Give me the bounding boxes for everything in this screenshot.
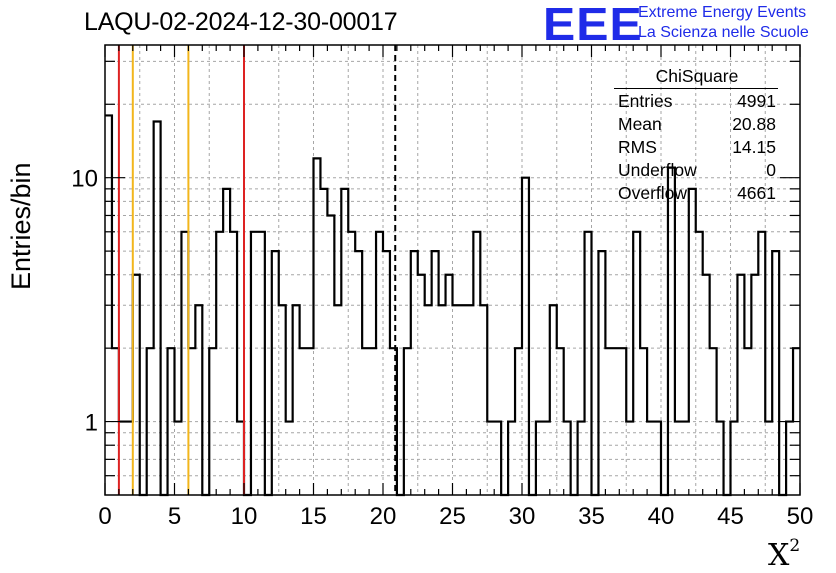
stats-title: ChiSquare (655, 66, 739, 86)
x-axis-label-exponent: 2 (789, 536, 801, 556)
org-name-line2: La Scienza nelle Scuole (638, 24, 809, 41)
stats-title-underline (614, 88, 778, 89)
stats-value: 0 (766, 160, 776, 180)
stats-label: RMS (618, 137, 657, 157)
x-tick-label: 15 (300, 503, 327, 530)
stats-row-underflow: Underflow 0 (612, 159, 776, 182)
stats-value: 14.15 (732, 137, 776, 157)
y-axis-label: Entries/bin (6, 162, 36, 290)
x-tick-label: 30 (509, 503, 536, 530)
x-tick-label: 50 (787, 503, 814, 530)
x-tick-label: 0 (98, 503, 111, 530)
run-title: LAQU-02-2024-12-30-00017 (84, 8, 398, 36)
x-tick-label: 25 (439, 503, 466, 530)
x-tick-label: 45 (717, 503, 744, 530)
stats-row-entries: Entries 4991 (612, 90, 776, 113)
stats-value: 4661 (737, 183, 776, 203)
x-tick-label: 40 (648, 503, 675, 530)
x-axis-label: X2 (768, 536, 800, 573)
x-tick-label: 10 (231, 503, 258, 530)
x-tick-label: 35 (578, 503, 605, 530)
stats-label: Entries (618, 91, 673, 111)
x-tick-label: 20 (370, 503, 397, 530)
stats-label: Mean (618, 114, 662, 134)
stats-row-overflow: Overflow 4661 (612, 182, 776, 205)
x-tick-label: 5 (168, 503, 181, 530)
stats-label: Overflow (618, 183, 688, 203)
stats-box: ChiSquare Entries 4991 Mean 20.88 RMS 14.15… (612, 66, 778, 205)
org-name-line1: Extreme Energy Events (638, 4, 807, 21)
stats-row-rms: RMS 14.15 (612, 136, 776, 159)
eee-logo: EEE (543, 0, 643, 50)
histogram-outline (105, 114, 800, 497)
stats-value: 20.88 (732, 114, 776, 134)
stats-row-mean: Mean 20.88 (612, 113, 776, 136)
y-tick-label: 1 (85, 410, 98, 437)
y-tick-label: 10 (71, 166, 98, 193)
stats-label: Underflow (618, 160, 697, 180)
stats-value: 4991 (737, 91, 776, 111)
x-axis-label-base: X (768, 538, 790, 573)
